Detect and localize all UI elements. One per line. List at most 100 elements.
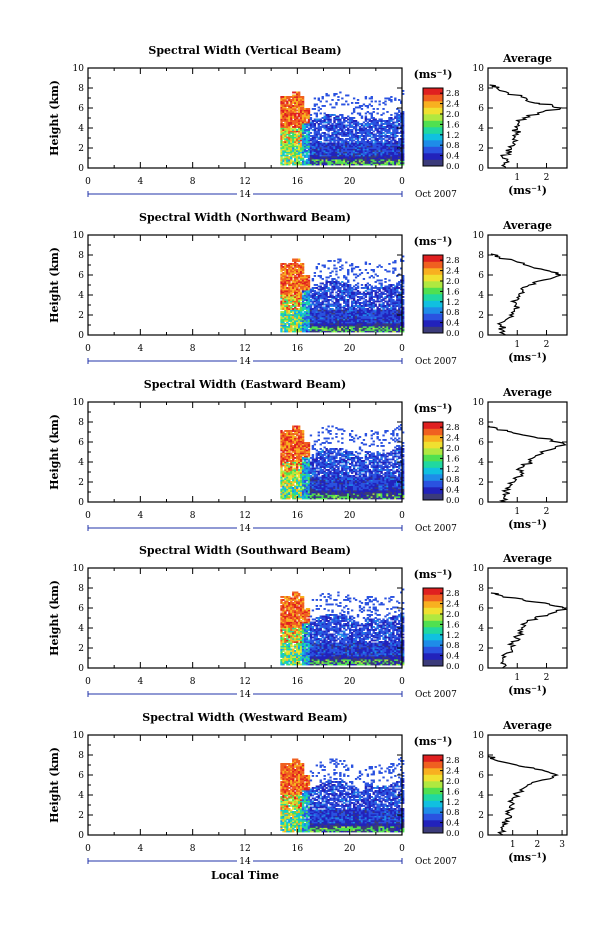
- x-tick-label: 12: [239, 344, 250, 354]
- x-tick-label: 0: [399, 344, 405, 354]
- profile-y-tick-label: 2: [478, 311, 484, 321]
- heatmap-cell: [341, 268, 343, 270]
- heatmap-cell: [333, 265, 335, 267]
- x-tick-label: 0: [85, 344, 91, 354]
- profile-y-tick-label: 2: [478, 144, 484, 154]
- colorbar-segment: [423, 147, 443, 154]
- x-tick-label: 20: [344, 344, 356, 354]
- heatmap-cell: [324, 105, 326, 107]
- colorbar-segment: [423, 281, 443, 288]
- x-tick-label: 16: [292, 177, 304, 187]
- heatmap-cell: [394, 260, 396, 262]
- heatmap-cell: [312, 278, 314, 280]
- colorbar-segment: [423, 294, 443, 301]
- heatmap-cell: [310, 114, 312, 116]
- heatmap-cell: [345, 101, 347, 103]
- heatmap-cell: [345, 262, 347, 264]
- x-tick-label: 4: [137, 177, 143, 187]
- x-tick-label: 12: [239, 177, 250, 187]
- heatmap-cell: [329, 260, 331, 262]
- colorbar-tick-label: 2.4: [446, 267, 460, 277]
- heatmap-cell: [359, 269, 361, 271]
- heatmap-cell: [337, 96, 339, 98]
- profile-x-label: (ms⁻¹): [508, 184, 547, 197]
- colorbar-segment: [423, 88, 443, 95]
- heatmap-cell: [394, 268, 396, 270]
- heatmap-cell: [314, 98, 316, 100]
- profile-x-tick-label: 2: [544, 173, 550, 183]
- heatmap-cell: [337, 277, 339, 279]
- heatmap-cell: [365, 116, 367, 118]
- colorbar-segment: [423, 307, 443, 314]
- colorbar-tick-label: 2.4: [446, 100, 460, 110]
- heatmap-cell: [322, 96, 324, 98]
- heatmap-cell: [347, 280, 349, 282]
- heatmap-cell: [314, 108, 316, 110]
- heatmap-cell: [376, 275, 378, 277]
- profile-line: [490, 85, 562, 168]
- heatmap-cell: [365, 269, 367, 271]
- heatmap-cell: [298, 92, 300, 94]
- heatmap-cell: [361, 284, 363, 286]
- colorbar: (ms⁻¹)0.00.40.81.21.62.02.42.8: [414, 68, 460, 172]
- profile-y-tick-label: 0: [478, 331, 484, 341]
- heatmap-cell: [316, 104, 318, 106]
- profile-title: Average: [502, 219, 552, 232]
- heatmap-cell: [384, 101, 386, 103]
- heatmap-cell: [318, 98, 320, 100]
- heatmap-cell: [345, 277, 347, 279]
- heatmap-cell: [382, 108, 384, 110]
- heatmap-cell: [308, 275, 310, 277]
- profile-line: [491, 254, 561, 335]
- heatmap-cell: [394, 98, 396, 100]
- heatmap-cell: [363, 278, 365, 280]
- colorbar-tick-label: 1.2: [446, 131, 460, 141]
- heatmap-cell: [375, 304, 377, 306]
- heatmap-cell: [347, 95, 349, 97]
- profile-x-tick-label: 1: [514, 340, 520, 350]
- heatmap-cell: [314, 275, 316, 277]
- heatmap-cell: [388, 271, 390, 273]
- heatmap-cell: [384, 281, 386, 283]
- heatmap-cell: [320, 108, 322, 110]
- heatmap-cell: [349, 284, 351, 286]
- heatmap-cell: [324, 265, 326, 267]
- heatmap-cell: [333, 107, 335, 109]
- heatmap-cell: [302, 96, 304, 98]
- heatmap-cell: [373, 269, 375, 271]
- heatmap-cell: [357, 283, 359, 285]
- heatmap-cell: [314, 272, 316, 274]
- heatmap-cell: [329, 119, 331, 121]
- heatmap-cell: [331, 271, 333, 273]
- heatmap-cell: [378, 101, 380, 103]
- profile-y-tick-label: 10: [473, 64, 485, 74]
- heatmap-cell: [367, 272, 369, 274]
- colorbar-tick-label: 0.8: [446, 308, 460, 318]
- heatmap-cell: [302, 263, 304, 265]
- y-tick-label: 4: [78, 124, 84, 134]
- colorbar-tick-label: 1.6: [446, 120, 460, 130]
- heatmap-cell: [353, 98, 355, 100]
- heatmap-cell: [343, 104, 345, 106]
- heatmap-cell: [316, 266, 318, 268]
- heatmap-cell: [337, 99, 339, 101]
- heatmap-cell: [359, 113, 361, 115]
- heatmap-cell: [329, 275, 331, 277]
- heatmap-cell: [333, 260, 335, 262]
- heatmap-cell: [308, 280, 310, 282]
- x-tick-label: 8: [190, 177, 196, 187]
- colorbar-tick-label: 0.4: [446, 319, 460, 329]
- heatmap-cell: [390, 96, 392, 98]
- profile-y-tick-label: 10: [473, 231, 485, 241]
- y-tick-label: 4: [78, 291, 84, 301]
- heatmap-cell: [320, 101, 322, 103]
- colorbar-tick-label: 0.0: [446, 329, 460, 339]
- y-tick-label: 8: [78, 84, 84, 94]
- heatmap-cell: [369, 263, 371, 265]
- heatmap-cell: [335, 271, 337, 273]
- profile-title: Average: [502, 52, 552, 65]
- heatmap-cell: [339, 259, 341, 261]
- heatmap-cell: [361, 116, 363, 118]
- y-tick-label: 6: [78, 104, 84, 114]
- heatmap-cell: [378, 104, 380, 106]
